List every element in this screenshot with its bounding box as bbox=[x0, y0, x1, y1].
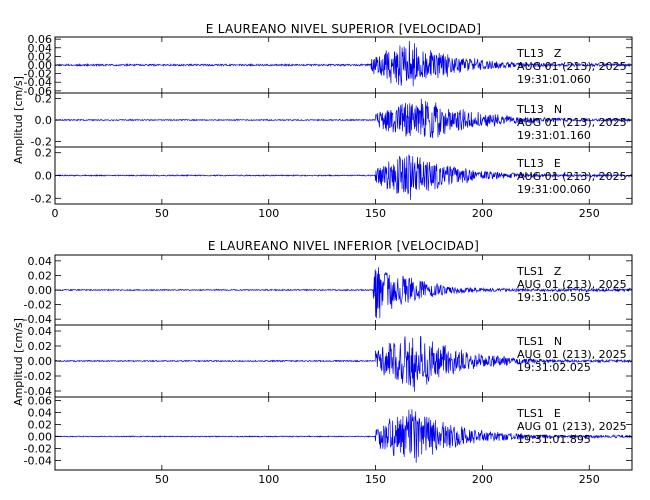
x-tick-label: 100 bbox=[258, 207, 279, 220]
y-tick-label: 0.2 bbox=[35, 147, 53, 160]
time-label: 19:31:01.060 bbox=[517, 73, 591, 86]
y-tick-label: -0.04 bbox=[24, 313, 52, 326]
y-tick-label: -0.02 bbox=[24, 370, 52, 383]
waveform-trace bbox=[54, 154, 633, 201]
chart-panel-2: E LAUREANO NIVEL INFERIOR [VELOCIDAD] Amp… bbox=[12, 239, 633, 486]
y-tick-label: 0.0 bbox=[35, 170, 53, 183]
waveform-trace bbox=[54, 40, 633, 87]
y-tick-label: 0.04 bbox=[28, 325, 53, 338]
y-tick-label: 0.02 bbox=[28, 340, 53, 353]
time-label: 19:31:00.060 bbox=[517, 183, 591, 196]
x-tick-label: 50 bbox=[155, 473, 169, 486]
y-tick-label: -0.2 bbox=[31, 136, 52, 149]
y-tick-label: 0.00 bbox=[28, 59, 53, 72]
date-label: AUG 01 (213), 2025 bbox=[517, 60, 627, 73]
y-tick-label: 0.02 bbox=[28, 50, 53, 63]
date-label: AUG 01 (213), 2025 bbox=[517, 116, 627, 129]
station-label: TL13 Z bbox=[516, 47, 562, 60]
y-tick-label: 0.0 bbox=[35, 114, 53, 127]
time-label: 19:31:01.895 bbox=[517, 433, 591, 446]
y-axis-label: Amplitud [cm/s] bbox=[12, 76, 25, 164]
y-tick-label: -0.02 bbox=[24, 68, 52, 81]
y-axis-label: Amplitud [cm/s] bbox=[12, 318, 25, 406]
y-tick-label: -0.04 bbox=[24, 76, 52, 89]
y-tick-label: 0.04 bbox=[28, 255, 53, 268]
waveform-trace bbox=[54, 409, 633, 463]
date-label: AUG 01 (213), 2025 bbox=[517, 278, 627, 291]
chart-panel-1: E LAUREANO NIVEL SUPERIOR [VELOCIDAD] Amp… bbox=[12, 22, 633, 220]
station-label: TL13 E bbox=[516, 157, 561, 170]
x-tick-label: 50 bbox=[155, 207, 169, 220]
y-tick-label: -0.06 bbox=[24, 85, 52, 98]
y-tick-label: 0.04 bbox=[28, 42, 53, 55]
waveform-trace bbox=[54, 267, 633, 319]
waveform-trace bbox=[54, 335, 633, 392]
y-tick-label: 0.06 bbox=[28, 395, 53, 408]
y-tick-label: -0.04 bbox=[24, 385, 52, 398]
station-label: TL13 N bbox=[516, 103, 562, 116]
station-label: TLS1 N bbox=[516, 335, 562, 348]
time-label: 19:31:01.160 bbox=[517, 129, 591, 142]
time-label: 19:31:02.025 bbox=[517, 361, 591, 374]
x-tick-label: 0 bbox=[52, 207, 59, 220]
x-tick-label: 200 bbox=[472, 473, 493, 486]
x-tick-label: 250 bbox=[579, 207, 600, 220]
channel-frame bbox=[54, 396, 633, 471]
chart-title: E LAUREANO NIVEL SUPERIOR [VELOCIDAD] bbox=[206, 22, 482, 36]
x-tick-label: 100 bbox=[258, 473, 279, 486]
channel-tl13-z: 0.060.040.020.00-0.02-0.04-0.06 TL13 ZAUG … bbox=[24, 33, 633, 98]
y-tick-label: 0.02 bbox=[28, 419, 53, 432]
y-tick-label: 0.00 bbox=[28, 355, 53, 368]
y-tick-label: 0.00 bbox=[28, 284, 53, 297]
y-tick-label: -0.04 bbox=[24, 454, 52, 467]
y-tick-label: 0.02 bbox=[28, 269, 53, 282]
date-label: AUG 01 (213), 2025 bbox=[517, 420, 627, 433]
x-tick-label: 150 bbox=[365, 473, 386, 486]
waveform-trace bbox=[54, 98, 633, 139]
y-tick-label: -0.2 bbox=[31, 192, 52, 205]
y-tick-label: 0.2 bbox=[35, 92, 53, 105]
y-tick-label: 0.06 bbox=[28, 33, 53, 46]
x-tick-label: 200 bbox=[472, 207, 493, 220]
time-label: 19:31:00.505 bbox=[517, 291, 591, 304]
y-tick-label: 0.04 bbox=[28, 407, 53, 420]
x-tick-label: 150 bbox=[365, 207, 386, 220]
station-label: TLS1 Z bbox=[516, 265, 562, 278]
y-tick-label: -0.02 bbox=[24, 442, 52, 455]
date-label: AUG 01 (213), 2025 bbox=[517, 348, 627, 361]
date-label: AUG 01 (213), 2025 bbox=[517, 170, 627, 183]
station-label: TLS1 E bbox=[516, 407, 561, 420]
x-tick-label: 250 bbox=[579, 473, 600, 486]
chart-title: E LAUREANO NIVEL INFERIOR [VELOCIDAD] bbox=[208, 239, 479, 253]
y-tick-label: -0.02 bbox=[24, 299, 52, 312]
y-tick-label: 0.00 bbox=[28, 430, 53, 443]
